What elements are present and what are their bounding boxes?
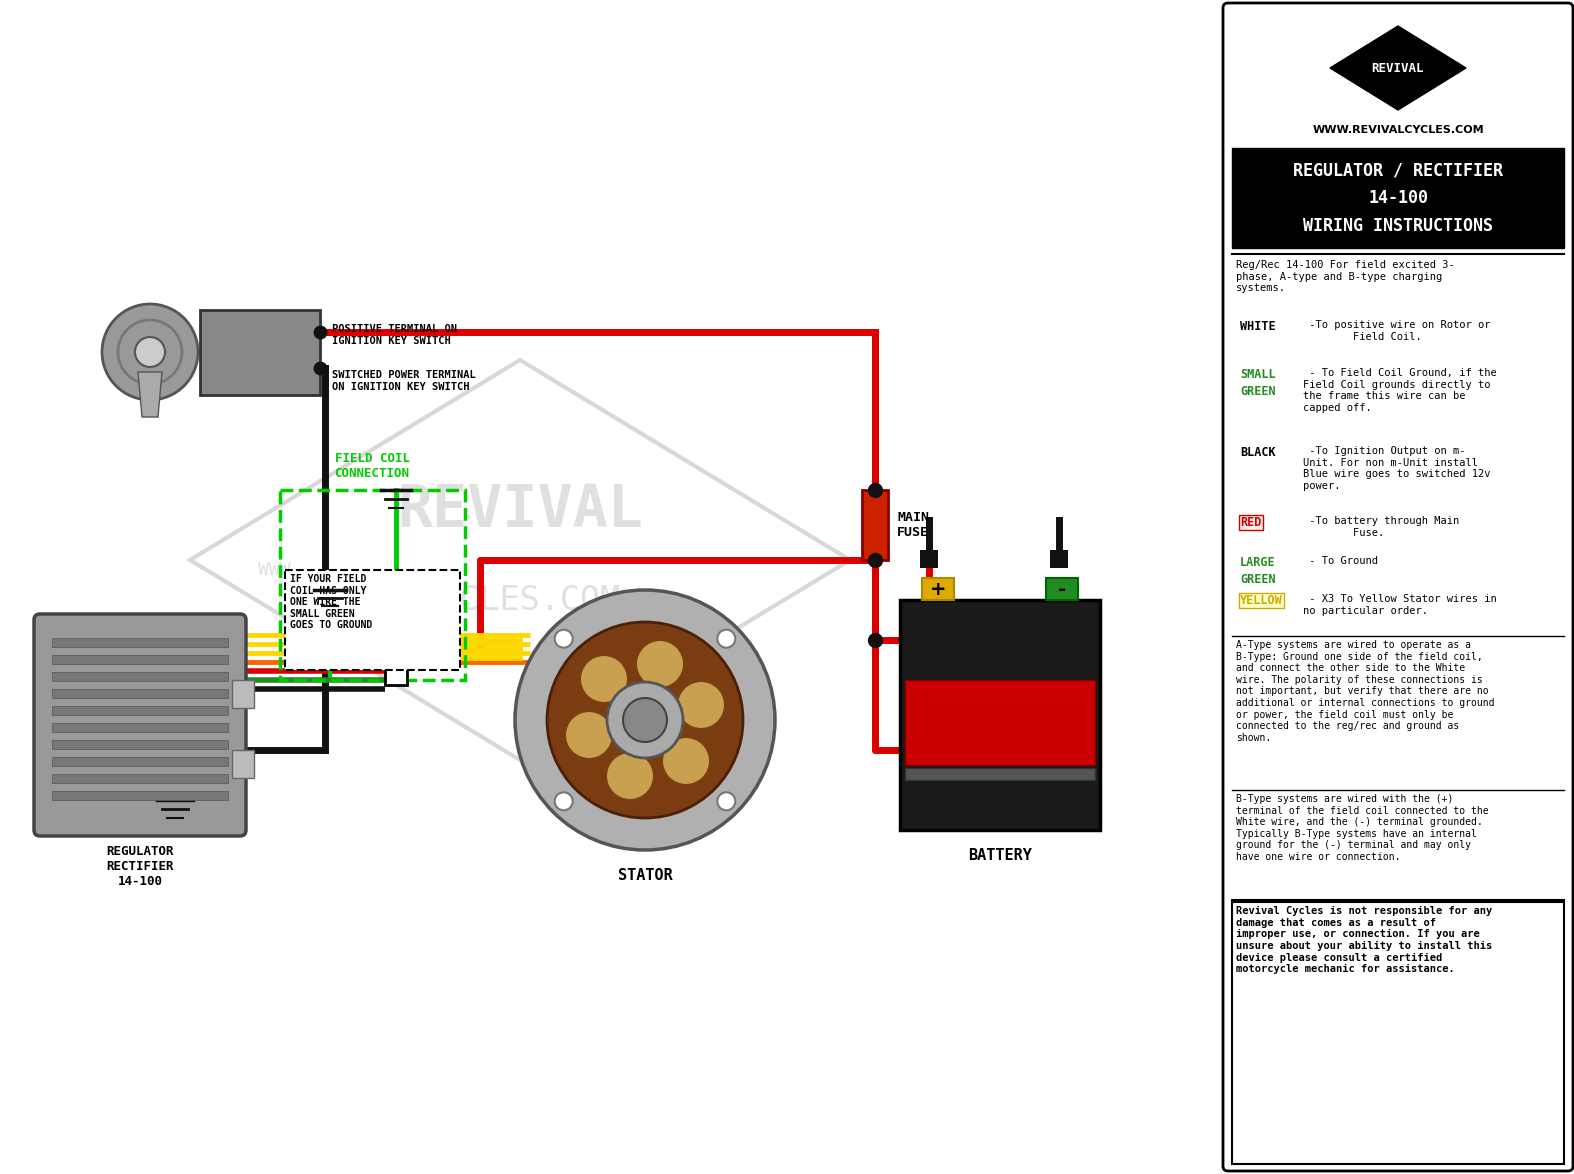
Bar: [52, 774, 228, 783]
Text: -To positive wire on Rotor or
        Field Coil.: -To positive wire on Rotor or Field Coil…: [1303, 321, 1491, 342]
FancyBboxPatch shape: [1223, 4, 1572, 1170]
Circle shape: [663, 737, 710, 785]
Text: IF YOUR FIELD
COIL HAS ONLY
ONE WIRE THE
SMALL GREEN
GOES TO GROUND: IF YOUR FIELD COIL HAS ONLY ONE WIRE THE…: [290, 574, 371, 630]
Bar: [52, 706, 228, 715]
Circle shape: [636, 640, 685, 688]
Circle shape: [608, 682, 683, 758]
Circle shape: [579, 655, 628, 703]
Text: WIRING INSTRUCTIONS: WIRING INSTRUCTIONS: [1303, 217, 1494, 235]
Text: -To Ignition Output on m-
Unit. For non m-Unit install
Blue wire goes to switche: -To Ignition Output on m- Unit. For non …: [1303, 446, 1491, 491]
Text: - To Field Coil Ground, if the
Field Coil grounds directly to
the frame this wir: - To Field Coil Ground, if the Field Coi…: [1303, 367, 1497, 413]
Text: LARGE: LARGE: [1240, 556, 1275, 569]
Bar: [900, 600, 1100, 830]
Text: Reg/Rec 14-100 For field excited 3-
phase, A-type and B-type charging
systems.: Reg/Rec 14-100 For field excited 3- phas…: [1236, 259, 1454, 294]
Text: POSITIVE TERMINAL ON
IGNITION KEY SWITCH: POSITIVE TERMINAL ON IGNITION KEY SWITCH: [332, 324, 456, 345]
Text: MAIN
FUSE: MAIN FUSE: [897, 511, 929, 539]
Text: -: -: [1058, 580, 1066, 599]
Text: REGULATOR / RECTIFIER: REGULATOR / RECTIFIER: [1292, 161, 1503, 178]
Text: REVIVAL: REVIVAL: [397, 481, 642, 539]
Bar: [231, 680, 253, 708]
Circle shape: [554, 792, 573, 810]
Circle shape: [554, 629, 573, 648]
Bar: [231, 750, 253, 778]
Text: WHITE: WHITE: [1240, 321, 1275, 333]
Bar: [52, 757, 228, 765]
Polygon shape: [139, 372, 162, 417]
Text: CYCLES.COM: CYCLES.COM: [419, 583, 620, 616]
Text: SWITCHED POWER TERMINAL
ON IGNITION KEY SWITCH: SWITCHED POWER TERMINAL ON IGNITION KEY …: [332, 370, 475, 392]
Text: FIELD COIL
CONNECTION: FIELD COIL CONNECTION: [335, 452, 409, 480]
Bar: [905, 768, 1096, 780]
Bar: [285, 571, 460, 670]
Bar: [386, 625, 408, 684]
Bar: [1050, 549, 1069, 568]
Polygon shape: [1330, 26, 1465, 110]
Text: SMALL: SMALL: [1240, 367, 1275, 382]
Text: STATOR: STATOR: [617, 868, 672, 883]
Text: BLACK: BLACK: [1240, 446, 1275, 459]
Bar: [52, 791, 228, 799]
Text: REVIVAL: REVIVAL: [1373, 61, 1424, 74]
Circle shape: [135, 337, 165, 367]
Bar: [1047, 578, 1078, 600]
Text: GREEN: GREEN: [1240, 385, 1275, 398]
Text: A-Type systems are wired to operate as a
B-Type: Ground one side of the field co: A-Type systems are wired to operate as a…: [1236, 640, 1494, 743]
Bar: [1232, 148, 1565, 248]
Bar: [905, 680, 1096, 765]
Text: WWW.REVIVALCYCLES.COM: WWW.REVIVALCYCLES.COM: [1313, 124, 1484, 135]
Text: - X3 To Yellow Stator wires in
no particular order.: - X3 To Yellow Stator wires in no partic…: [1303, 594, 1497, 615]
Text: +: +: [930, 580, 946, 599]
Text: RED: RED: [1240, 517, 1261, 529]
Bar: [52, 740, 228, 749]
Bar: [52, 637, 228, 647]
Bar: [52, 672, 228, 681]
Text: - To Ground: - To Ground: [1303, 556, 1377, 566]
Bar: [922, 578, 954, 600]
Bar: [280, 490, 464, 680]
Bar: [863, 490, 888, 560]
Circle shape: [565, 711, 612, 760]
Text: BATTERY: BATTERY: [968, 848, 1033, 863]
Text: REGULATOR
RECTIFIER
14-100: REGULATOR RECTIFIER 14-100: [107, 845, 173, 888]
Text: WWW.: WWW.: [258, 561, 302, 579]
Circle shape: [623, 699, 667, 742]
Bar: [1232, 902, 1565, 1163]
Text: -To battery through Main
        Fuse.: -To battery through Main Fuse.: [1303, 517, 1459, 538]
Text: 14-100: 14-100: [1368, 189, 1428, 207]
Circle shape: [677, 681, 726, 729]
Circle shape: [102, 304, 198, 400]
Bar: [52, 655, 228, 664]
Bar: [919, 549, 938, 568]
Circle shape: [718, 792, 735, 810]
Text: B-Type systems are wired with the (+)
terminal of the field coil connected to th: B-Type systems are wired with the (+) te…: [1236, 794, 1489, 862]
Text: GREEN: GREEN: [1240, 573, 1275, 586]
Bar: [52, 723, 228, 733]
Circle shape: [515, 591, 774, 850]
FancyBboxPatch shape: [35, 614, 246, 836]
Text: Revival Cycles is not responsible for any
damage that comes as a result of
impro: Revival Cycles is not responsible for an…: [1236, 906, 1492, 974]
Text: YELLOW: YELLOW: [1240, 594, 1283, 607]
Circle shape: [606, 753, 653, 799]
Circle shape: [718, 629, 735, 648]
Bar: [52, 689, 228, 699]
Bar: [200, 310, 320, 394]
Circle shape: [548, 622, 743, 818]
